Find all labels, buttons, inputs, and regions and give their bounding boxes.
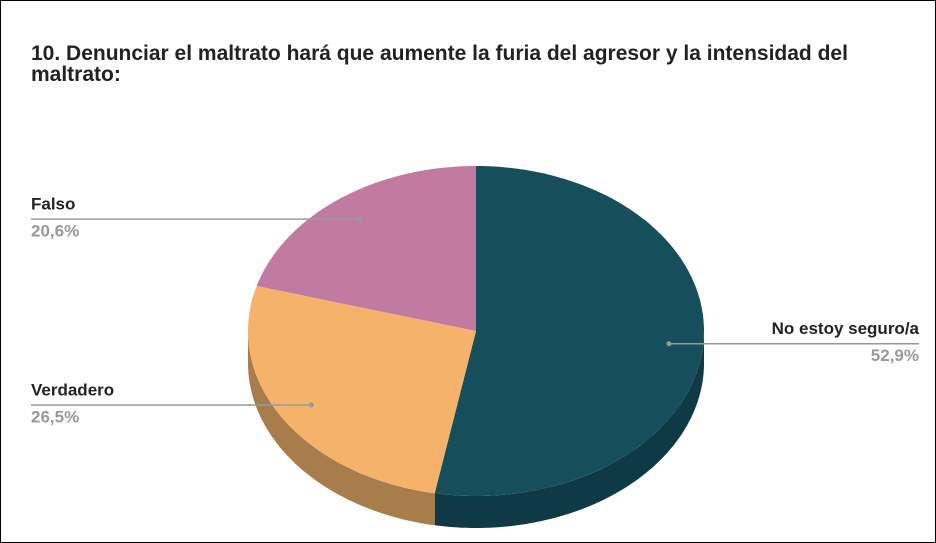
leader-dot <box>666 341 672 347</box>
slice <box>256 166 476 331</box>
slice-label: No estoy seguro/a <box>772 319 920 338</box>
leader-dot <box>308 402 314 408</box>
slice-side <box>248 331 435 526</box>
slice <box>248 286 476 494</box>
leader-dot <box>356 216 362 222</box>
slice-label: Verdadero <box>31 381 114 400</box>
chart-title: 10. Denunciar el maltrato hará que aumen… <box>31 42 848 86</box>
slice-side <box>434 331 704 528</box>
slice-value-label: 52,9% <box>871 346 919 365</box>
slice-value-label: 20,6% <box>31 222 79 241</box>
slice-label: Falso <box>31 195 75 214</box>
slice <box>434 166 704 496</box>
slice-value-label: 26,5% <box>31 408 79 427</box>
